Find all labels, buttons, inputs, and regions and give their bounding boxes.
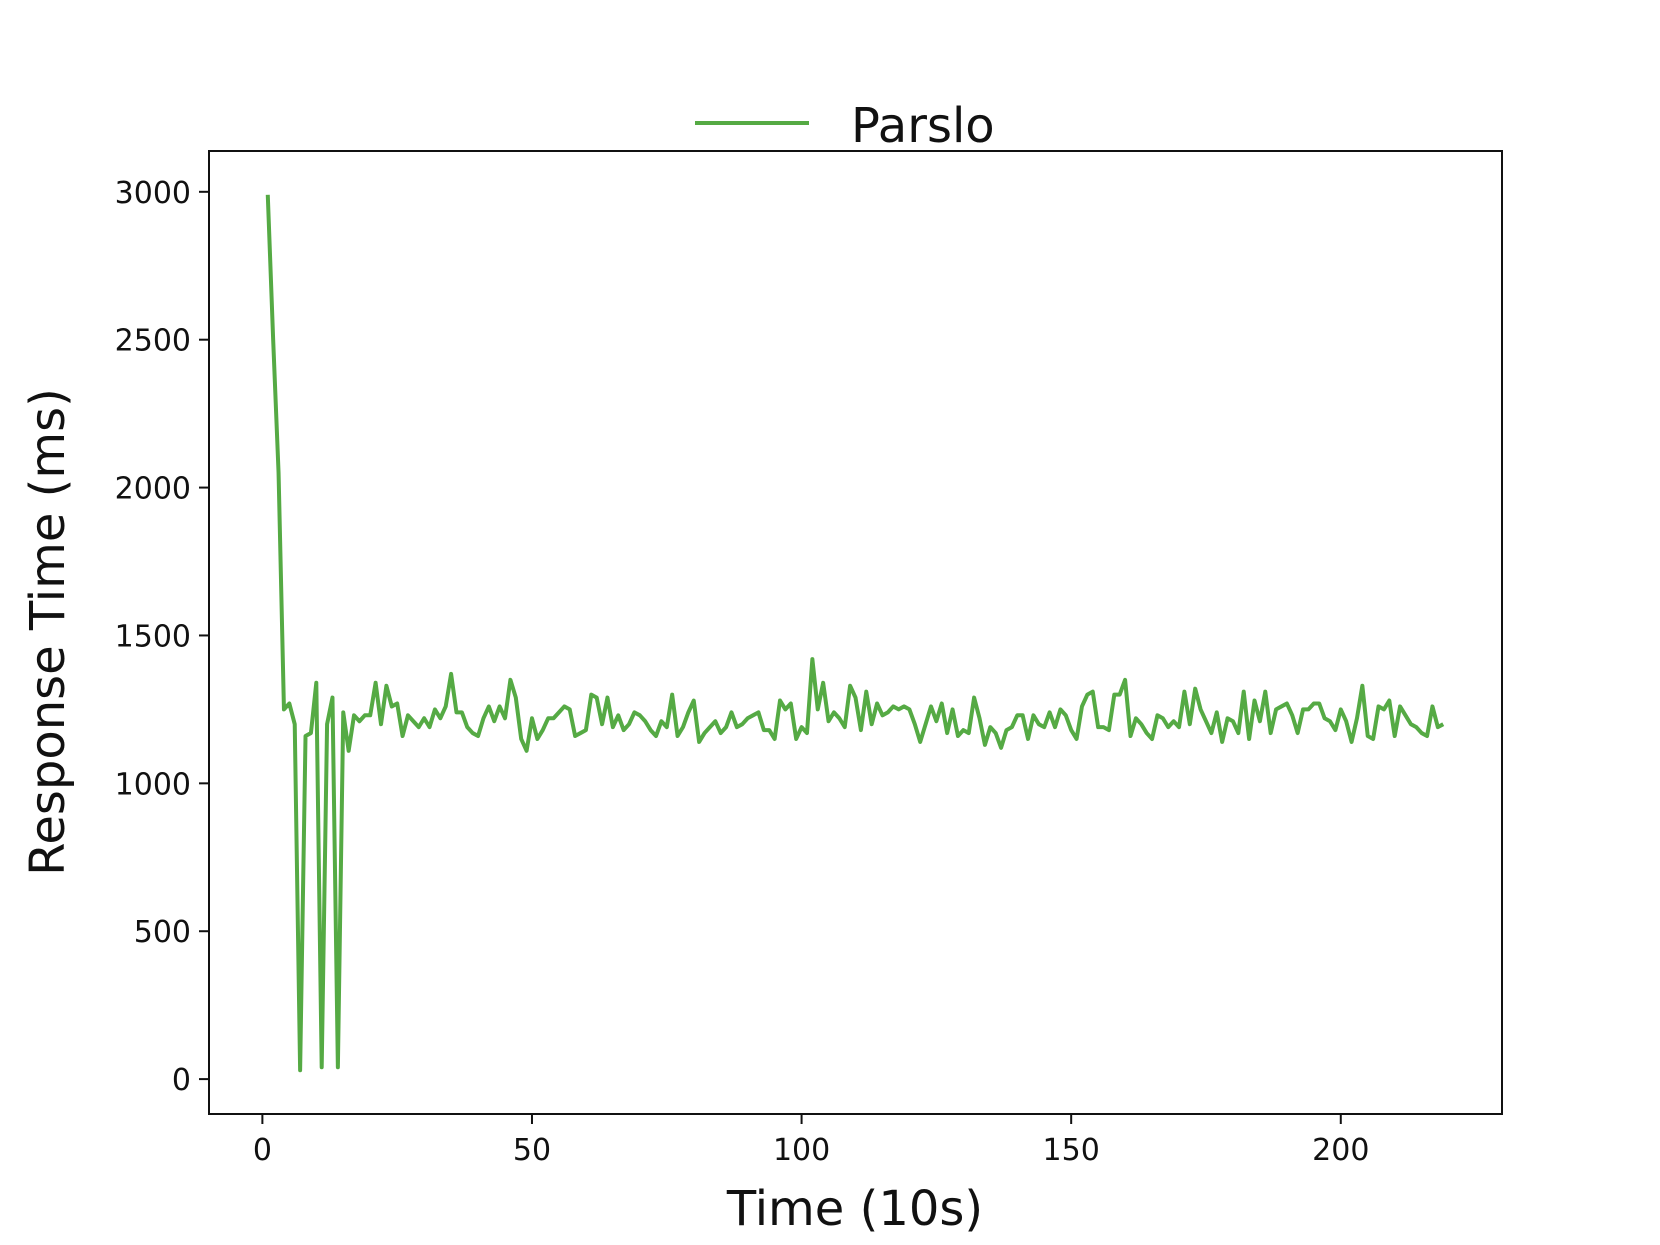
y-axis-label: Response Time (ms) [20,388,76,876]
y-tick-label: 2500 [115,324,191,359]
x-axis-label: Time (10s) [726,1181,983,1237]
y-tick-label: 0 [172,1063,191,1098]
x-tick-label: 100 [773,1133,830,1168]
x-tick-label: 50 [513,1133,551,1168]
x-tick-label: 150 [1043,1133,1100,1168]
y-tick-label: 500 [134,915,191,950]
data-line [265,194,1445,1073]
y-tick-label: 3000 [115,176,191,211]
y-tick-label: 1000 [115,767,191,802]
y-tick-label: 1500 [115,619,191,654]
x-tick-label: 0 [253,1133,272,1168]
y-tick-label: 2000 [115,472,191,507]
legend-label: Parslo [851,98,995,154]
plot-frame [208,150,1503,1115]
x-tick-label: 200 [1312,1133,1369,1168]
